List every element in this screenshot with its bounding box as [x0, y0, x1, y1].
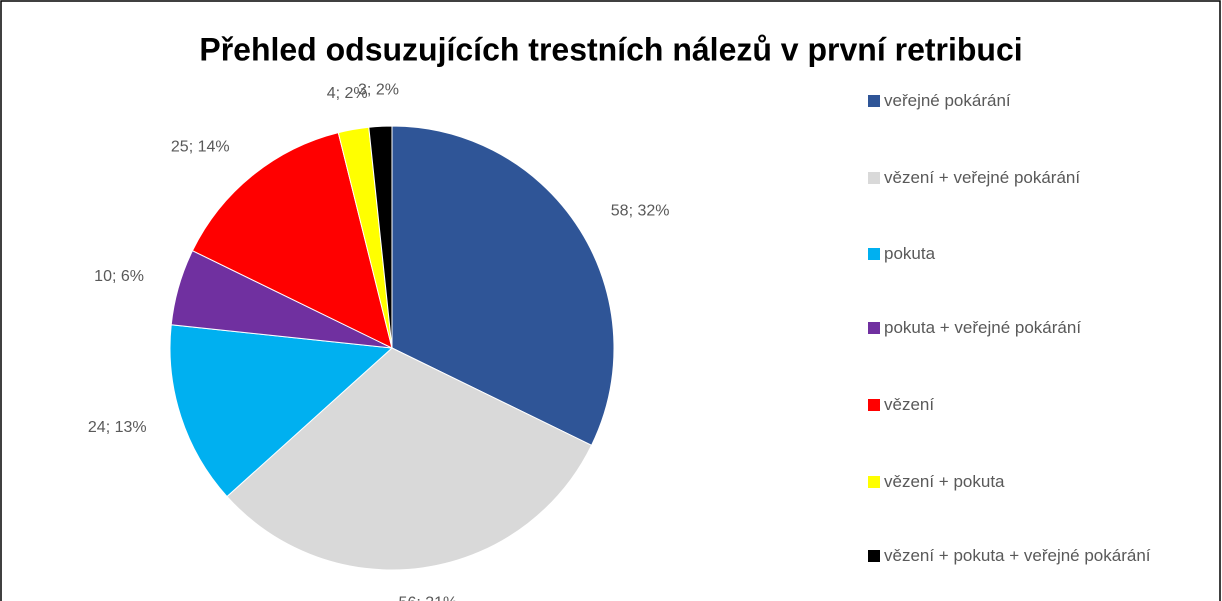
data-label: 10; 6%: [94, 268, 144, 285]
pie-slice: [368, 125, 393, 349]
legend-item: vězení + pokuta + veřejné pokárání: [868, 545, 1168, 567]
pie-slice: [226, 347, 593, 571]
legend-item: vězení: [868, 394, 1168, 416]
legend-label: pokuta + veřejné pokárání: [884, 318, 1082, 337]
legend-item: veřejné pokárání: [868, 90, 1168, 112]
legend-swatch: [868, 550, 880, 562]
data-label: 3; 2%: [358, 82, 399, 99]
pie-slice: [391, 125, 615, 446]
legend-item: pokuta: [868, 243, 1168, 265]
pie-slice: [169, 324, 394, 498]
legend-label: vězení + veřejné pokárání: [884, 168, 1081, 187]
legend-item: pokuta + veřejné pokárání: [868, 317, 1168, 339]
legend-swatch: [868, 248, 880, 260]
legend-swatch: [868, 476, 880, 488]
data-label: 4; 2%: [327, 85, 368, 102]
chart-title: Přehled odsuzujících trestních nálezů v …: [199, 31, 1022, 67]
data-label: 24; 13%: [88, 419, 147, 436]
pie-slice: [191, 131, 393, 349]
data-label: 58; 32%: [611, 202, 670, 219]
legend-swatch: [868, 322, 880, 334]
data-label: 56; 31%: [399, 595, 458, 601]
legend-swatch: [868, 95, 880, 107]
legend-item: vězení + pokuta: [868, 471, 1168, 493]
legend-label: pokuta: [884, 244, 936, 263]
legend-label: vězení + pokuta: [884, 472, 1005, 491]
legend-label: vězení: [884, 395, 935, 414]
legend-swatch: [868, 172, 880, 184]
legend-swatch: [868, 399, 880, 411]
data-label: 25; 14%: [171, 139, 230, 156]
legend-item: vězení + veřejné pokárání: [868, 167, 1168, 189]
legend-label: veřejné pokárání: [884, 91, 1011, 110]
legend-label: vězení + pokuta + veřejné pokárání: [884, 546, 1151, 565]
